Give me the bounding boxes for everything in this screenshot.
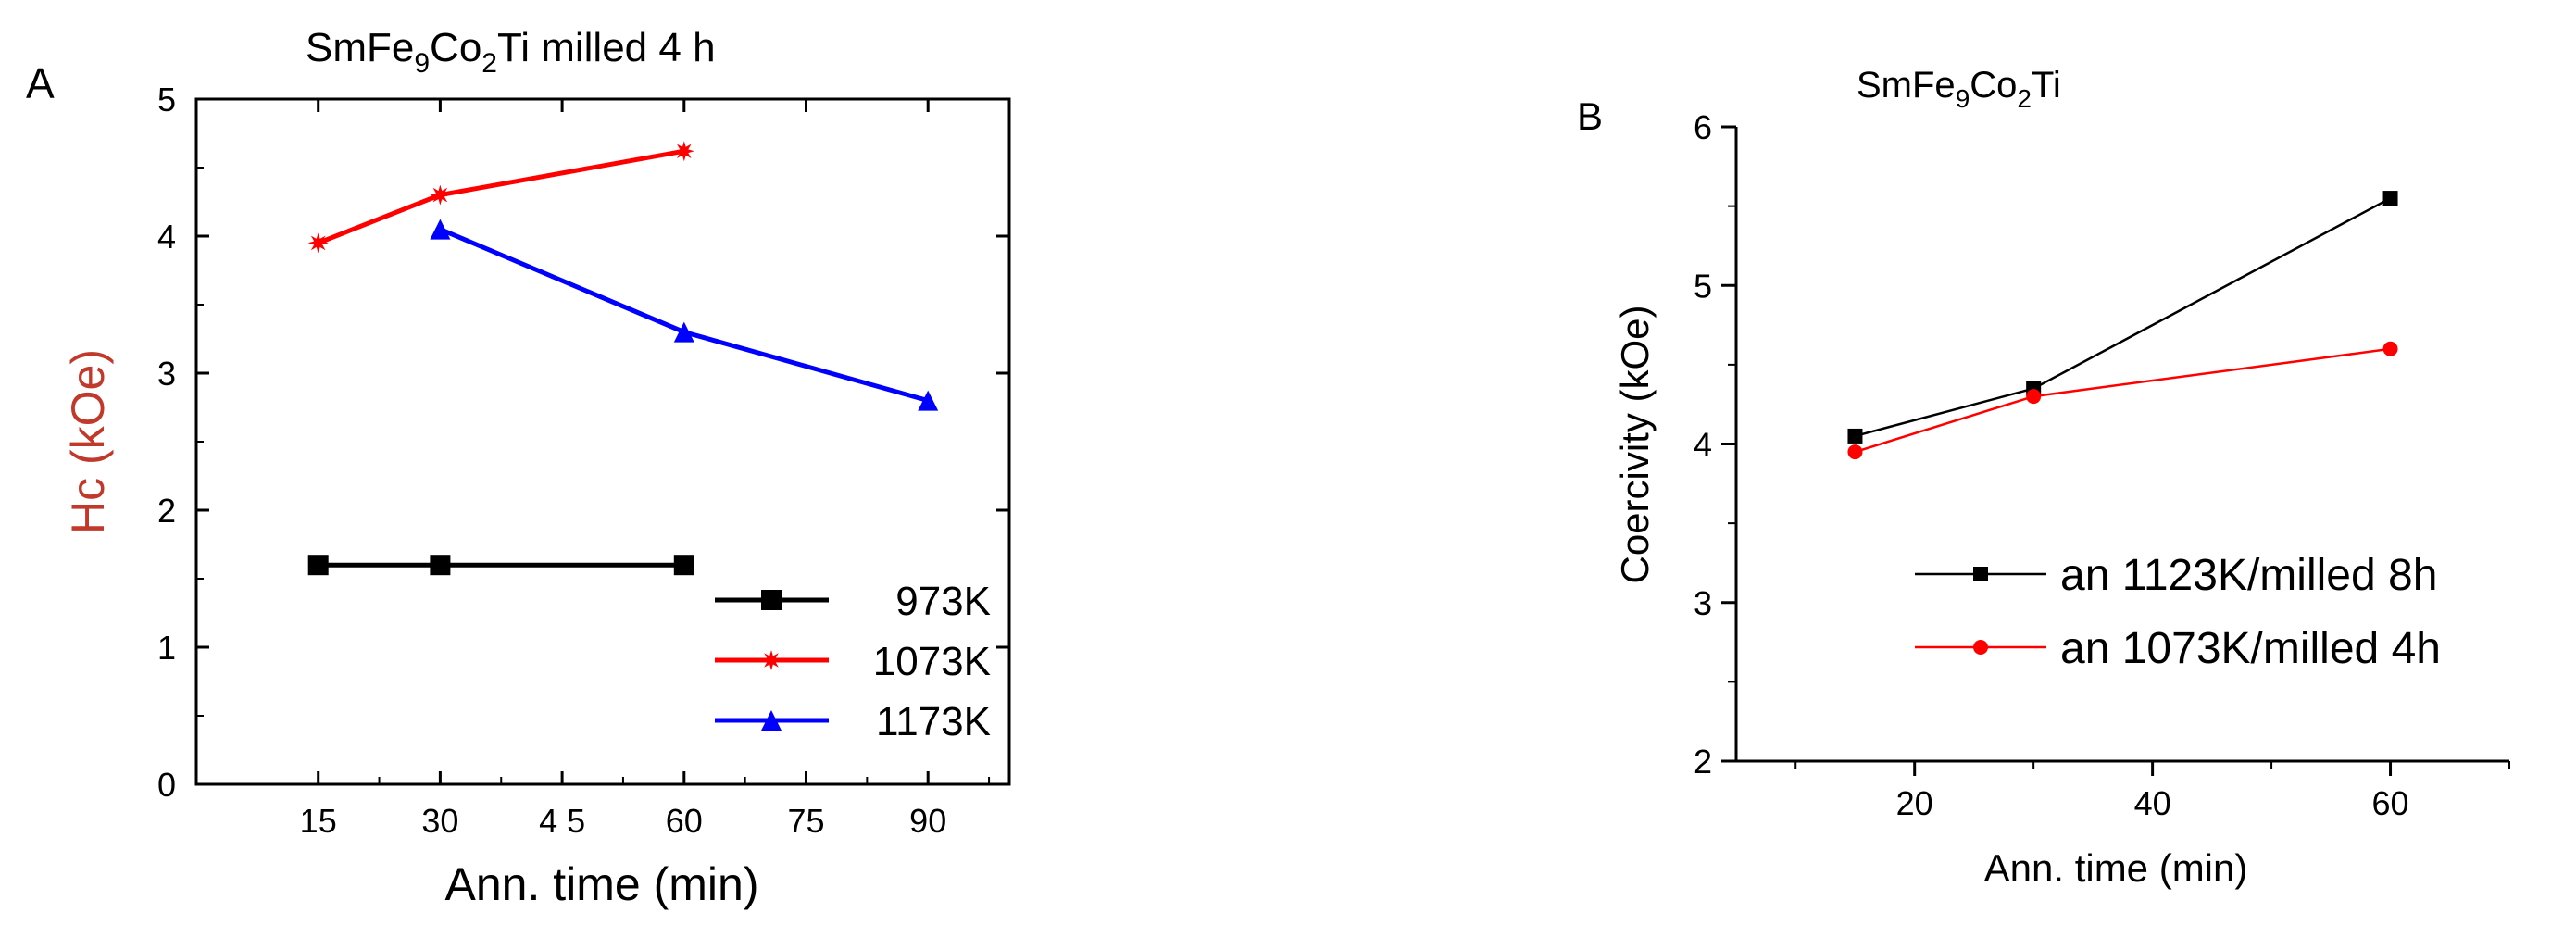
panel-b-xtick-label: 20 — [1896, 784, 1933, 822]
panel-b-series-line — [1855, 347, 2391, 454]
panel-b-series — [1847, 191, 2398, 460]
panel-a-legend-label: 1173K — [876, 699, 991, 744]
panel-b-title-base: SmFe — [1857, 65, 1956, 106]
panel-a-legend: 973K 1073K 1173K — [715, 579, 991, 744]
panel-b-point — [2382, 191, 2398, 206]
panel-b-ytick-label: 2 — [1694, 743, 1712, 781]
panel-a-xtick-label: 90 — [909, 802, 946, 840]
panel-b-legend-label: an 1123K/milled 8h — [2060, 551, 2437, 600]
panel-a-title-base: SmFe — [306, 25, 414, 70]
panel-a-legend-label: 973K — [895, 579, 991, 624]
panel-a-ytick-label: 5 — [157, 81, 176, 119]
panel-a-title-mid: Co — [430, 25, 481, 70]
panel-a-title: SmFe9Co2Ti milled 4 h — [306, 25, 716, 79]
panel-a-point-1073K — [430, 184, 451, 206]
panel-b-xtick-label: 60 — [2372, 784, 2409, 822]
panel-a-ytick-label: 3 — [157, 355, 176, 393]
panel-b-ylabel: Coercivity (kOe) — [1613, 305, 1657, 583]
panel-a-legend-marker — [761, 650, 782, 670]
panel-b-point — [2382, 341, 2398, 356]
panel-b-point — [1847, 444, 1863, 460]
panel-a-series — [307, 141, 939, 576]
panel-a-legend-marker — [761, 710, 782, 731]
panel-b-point — [2026, 389, 2042, 405]
panel-b-xlabel: Ann. time (min) — [1984, 846, 2248, 890]
panel-b-ytick-label: 6 — [1694, 108, 1712, 146]
panel-b-series-line — [1855, 196, 2392, 438]
panel-b-legend-label: an 1073K/milled 4h — [2060, 624, 2441, 673]
panel-b-title: SmFe9Co2Ti — [1857, 65, 2061, 113]
panel-a-ytick-label: 4 — [157, 218, 176, 256]
panel-b-legend: an 1123K/milled 8h an 1073K/milled 4h — [1915, 551, 2441, 673]
panel-b-label: B — [1577, 94, 1603, 138]
panel-a-xtick-label: 75 — [787, 802, 824, 840]
panel-a-point-1173K — [673, 321, 694, 343]
panel-a-point-973K — [307, 555, 329, 576]
panel-b-legend-marker — [1973, 640, 1988, 655]
panel-a-xlabel: Ann. time (min) — [445, 858, 759, 910]
panel-b-ytick-label: 3 — [1694, 584, 1712, 622]
panel-b-ticks: 20 40 60 2 3 4 5 6 — [1694, 108, 2510, 822]
panel-a-legend-marker — [761, 590, 782, 610]
panel-b-ytick-label: 4 — [1694, 426, 1712, 464]
panel-a: A SmFe9Co2Ti milled 4 h 15 30 4 5 60 75 90012… — [26, 25, 1011, 910]
panel-b-ytick-label: 5 — [1694, 267, 1712, 305]
panel-a-label: A — [26, 59, 55, 107]
panel-a-title-sub1: 9 — [414, 48, 430, 79]
panel-a-point-1173K — [918, 390, 939, 411]
panel-a-point-1173K — [430, 219, 451, 240]
panel-b-legend-marker — [1973, 567, 1988, 581]
panel-a-ytick-label: 2 — [157, 492, 176, 530]
panel-a-title-end: Ti milled 4 h — [497, 25, 716, 70]
panel-a-xtick-label: 30 — [421, 802, 458, 840]
panel-a-series-line-1073K — [317, 148, 685, 245]
panel-b-title-mid: Co — [1970, 65, 2017, 106]
panel-b-title-sub1: 9 — [1956, 84, 1970, 113]
panel-a-point-973K — [430, 555, 451, 576]
panel-a-xtick-label: 60 — [666, 802, 703, 840]
panel-a-point-1073K — [673, 141, 694, 162]
panel-a-ytick-label: 0 — [157, 766, 176, 804]
panel-a-series-line-1173K — [439, 227, 929, 404]
panel-b-title-sub2: 2 — [2017, 84, 2032, 113]
panel-a-xtick-label: 4 5 — [539, 802, 585, 840]
panel-a-ytick-label: 1 — [157, 629, 176, 667]
panel-a-legend-label: 1073K — [873, 639, 991, 684]
panel-a-title-sub2: 2 — [481, 48, 497, 79]
panel-b-point — [1847, 428, 1863, 444]
panel-a-xtick-label: 15 — [300, 802, 337, 840]
panel-a-ylabel: Hc (kOe) — [62, 349, 114, 534]
panel-b-xtick-label: 40 — [2134, 784, 2171, 822]
panel-a-point-1073K — [307, 232, 329, 254]
panel-b-title-end: Ti — [2032, 65, 2061, 106]
panel-a-point-973K — [673, 555, 694, 576]
